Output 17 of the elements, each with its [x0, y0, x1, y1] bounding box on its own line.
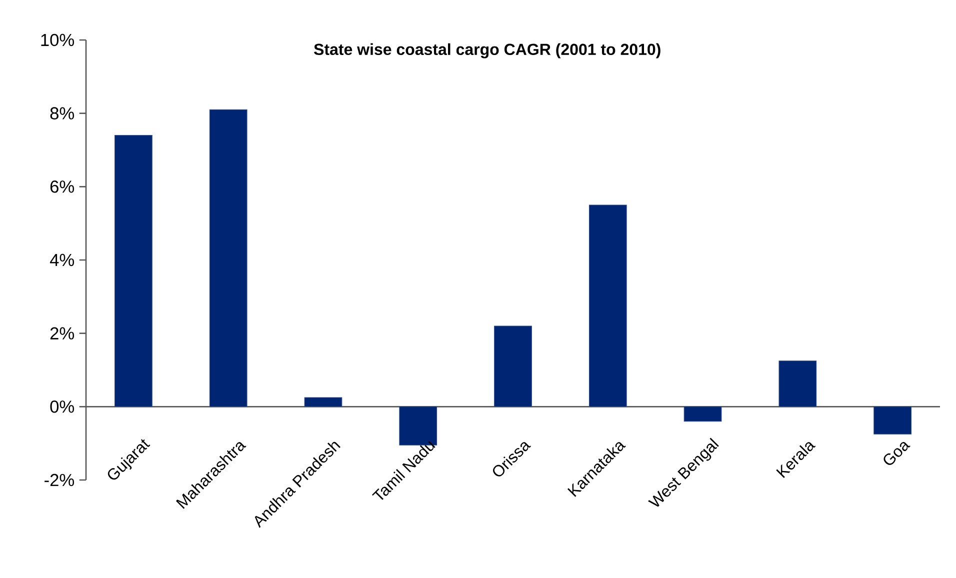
y-tick-label: -2%	[44, 474, 74, 486]
y-tick-label: 6%	[50, 180, 74, 193]
chart-title: State wise coastal cargo CAGR (2001 to 2010)	[314, 43, 660, 58]
x-tick-label: Goa	[884, 442, 910, 465]
bar	[778, 360, 817, 407]
y-tick-label: 10%	[41, 34, 74, 46]
bar	[114, 135, 152, 407]
y-tick-label: 2%	[50, 327, 74, 340]
bar	[684, 406, 722, 422]
y-tick-label: 0%	[50, 400, 74, 413]
bar	[494, 326, 532, 407]
bar	[304, 397, 342, 407]
y-tick-label: 4%	[50, 254, 74, 266]
bar	[874, 406, 912, 434]
bar	[209, 109, 248, 407]
y-tick-label: 8%	[50, 107, 74, 120]
bar	[588, 204, 627, 407]
